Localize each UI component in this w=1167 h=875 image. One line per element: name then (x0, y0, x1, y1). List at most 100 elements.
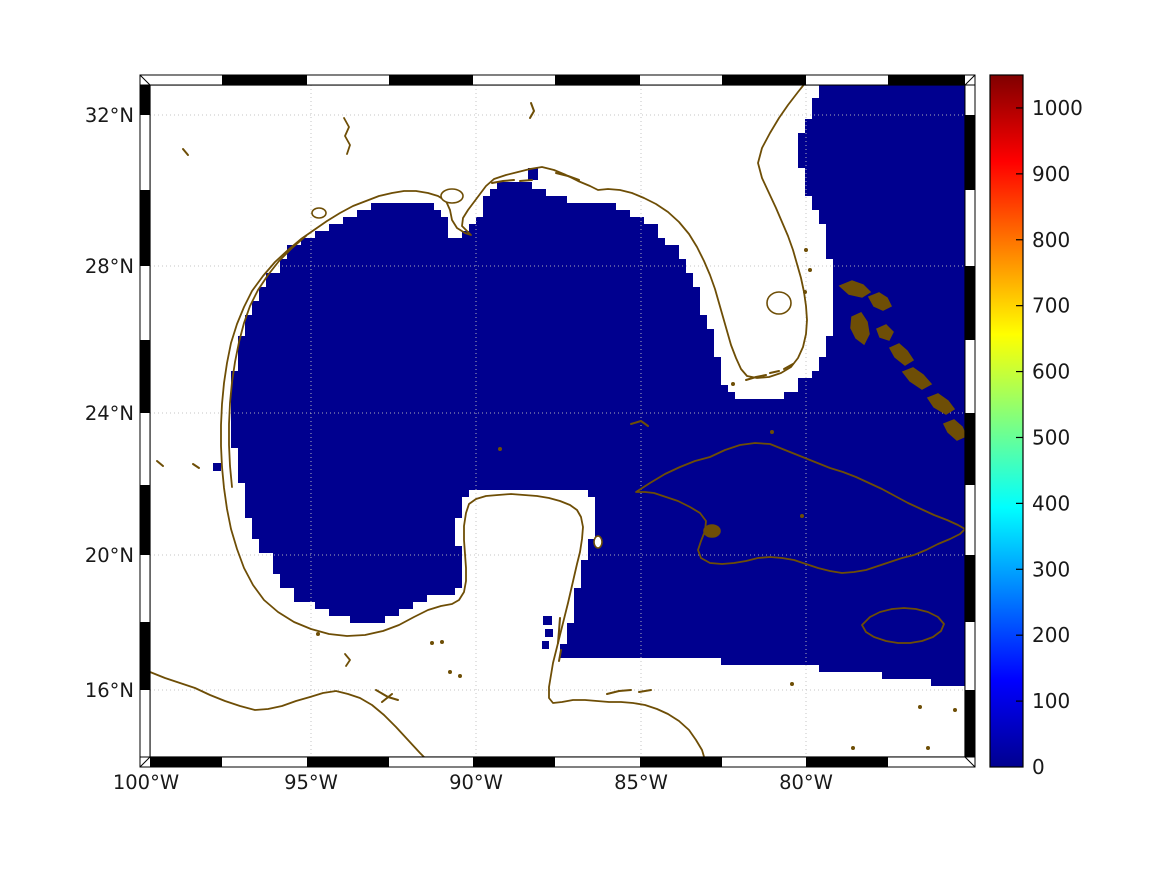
lon-tick-label: 80°W (779, 771, 833, 794)
frame-black-segment (965, 115, 975, 190)
islet-dot (790, 682, 794, 686)
small-island-chain (381, 693, 393, 703)
islet-dot (800, 514, 804, 518)
frame-black-segment (307, 757, 389, 767)
coastline-gulf-and-atlantic (220, 85, 808, 757)
colorbar-tick-label: 700 (1032, 294, 1070, 318)
lat-tick-labels: 32°N 28°N 24°N 20°N 16°N (85, 104, 134, 702)
colorbar-tick-label: 600 (1032, 360, 1070, 384)
islet-dot (498, 447, 502, 451)
bahamas-island (888, 343, 915, 366)
small-island-chain (638, 689, 652, 693)
islet-dot (770, 430, 774, 434)
lake-okeechobee (766, 291, 792, 315)
frame-corner-miter (139, 756, 151, 768)
coastline-jamaica (861, 607, 945, 644)
small-island-chain (606, 689, 632, 695)
frame-black-segment (473, 757, 555, 767)
lake-pontchartrain (440, 188, 464, 204)
bahamas-island (867, 292, 893, 311)
texas-barrier-islands (228, 235, 307, 488)
frame-black-segment (140, 340, 150, 413)
coastline-pacific-mexico (150, 671, 426, 757)
small-island-chain (182, 148, 189, 156)
small-river (343, 117, 351, 155)
lat-tick-label: 28°N (85, 255, 134, 278)
data-cell-patch (528, 168, 538, 180)
colorbar-tick-label: 0 (1032, 755, 1045, 779)
small-island-chain (558, 649, 562, 662)
bahamas-island (942, 419, 965, 441)
frame-black-segment (722, 75, 806, 85)
frame-black-segment (222, 75, 307, 85)
colorbar-gradient (989, 74, 1024, 768)
lon-tick-label: 95°W (284, 771, 338, 794)
map-plot-area: 32°N 28°N 24°N 20°N 16°N 100°W 95°W 90°W 85°W 80… (85, 74, 976, 794)
small-island-chain (557, 617, 561, 644)
islet-dot (804, 248, 808, 252)
islet-dot (803, 290, 807, 294)
lon-tick-label: 90°W (449, 771, 503, 794)
islet-dot (918, 705, 922, 709)
frame-black-segment (640, 757, 722, 767)
colorbar-tick-label: 800 (1032, 228, 1070, 252)
frame-corner-miter (964, 756, 976, 768)
colorbar-tick-label: 900 (1032, 162, 1070, 186)
frame-black-segment (140, 622, 150, 690)
bahamas-island (838, 280, 872, 298)
islet-dot (953, 708, 957, 712)
lon-tick-labels: 100°W 95°W 90°W 85°W 80°W (113, 771, 833, 794)
small-island-chain (192, 463, 200, 469)
islet-dot (430, 641, 434, 645)
colorbar-tick-label: 400 (1032, 491, 1070, 515)
small-island-chain (769, 370, 780, 374)
small-lagoon (344, 653, 351, 667)
small-island-chain (630, 420, 649, 427)
colorbar-tick-label: 1000 (1032, 96, 1083, 120)
isla-juventud (703, 524, 721, 538)
colorbar-tick-label: 200 (1032, 623, 1070, 647)
galveston-bay (311, 207, 327, 219)
islet-dot (808, 268, 812, 272)
bahamas-island (926, 393, 956, 415)
frame-black-segment (965, 690, 975, 757)
islet-dot (458, 674, 462, 678)
frame-black-segment (555, 75, 640, 85)
lon-tick-label: 100°W (113, 771, 179, 794)
small-island-chain (529, 102, 535, 119)
lat-tick-label: 32°N (85, 104, 134, 127)
coastline-cuba (635, 442, 965, 574)
data-region (213, 85, 965, 686)
frame-black-segment (965, 266, 975, 340)
bahamas-island (876, 324, 894, 341)
frame-black-segment (888, 75, 965, 85)
frame-black-segment (965, 555, 975, 622)
lat-tick-label: 24°N (85, 402, 134, 425)
frame-black-segment (140, 190, 150, 266)
small-island-chain (745, 374, 767, 381)
lat-tick-label: 16°N (85, 679, 134, 702)
islet-dot (440, 640, 444, 644)
frame-black-segment (806, 757, 888, 767)
small-island-chain (519, 179, 533, 182)
small-island-chain (783, 363, 794, 370)
frame-black-segment (140, 85, 150, 115)
coastlines (150, 85, 965, 757)
bahamas-island (850, 312, 870, 346)
islet-dot (731, 382, 735, 386)
islet-dot (851, 746, 855, 750)
frame-black-segment (140, 485, 150, 555)
islet-dot (926, 746, 930, 750)
small-island-chain (491, 179, 515, 184)
data-cell-patch (545, 629, 553, 637)
frame-corner-miter (964, 74, 976, 86)
frame-black-segment (965, 413, 975, 485)
cozumel-island (593, 535, 603, 549)
islet-dot (448, 670, 452, 674)
lat-tick-label: 20°N (85, 544, 134, 567)
frame-band (139, 756, 976, 768)
data-cell-patch (213, 463, 221, 471)
bahamas-island (901, 367, 933, 390)
